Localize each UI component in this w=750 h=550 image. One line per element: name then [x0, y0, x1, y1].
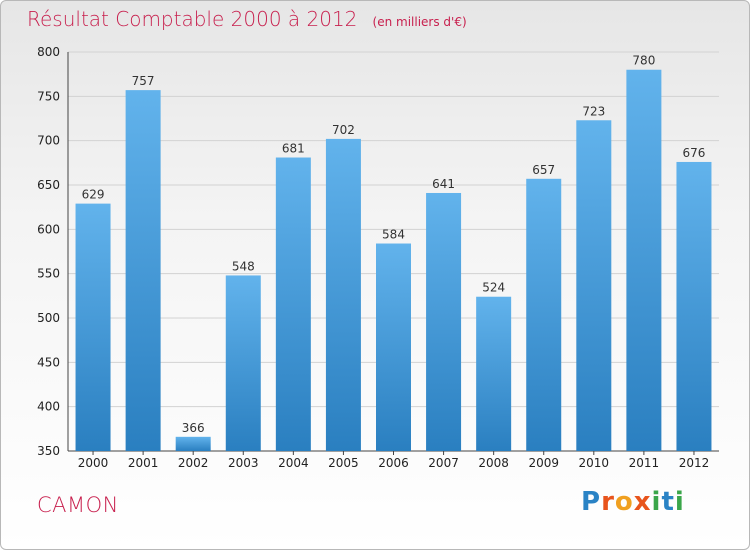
- value-label: 681: [282, 142, 305, 156]
- y-tick-label: 800: [37, 45, 60, 59]
- x-tick-label: 2009: [528, 456, 559, 470]
- bar: [75, 203, 111, 451]
- y-tick-label: 400: [37, 400, 60, 414]
- bar: [426, 192, 462, 452]
- value-label: 780: [632, 54, 655, 68]
- x-tick-label: 2006: [378, 456, 409, 470]
- value-label: 366: [182, 421, 205, 435]
- bar: [476, 296, 512, 451]
- y-tick-label: 450: [37, 355, 60, 369]
- x-tick-labels: 2000 2001 2002 2003 2004 2005 2006 2007 2008 2009…: [78, 456, 709, 470]
- bar: [225, 275, 261, 451]
- bar: [376, 243, 411, 451]
- bar: [125, 90, 161, 452]
- bar: [175, 436, 211, 451]
- value-label: 757: [132, 74, 155, 88]
- value-label: 629: [82, 188, 105, 202]
- x-tick-label: 2004: [278, 456, 309, 470]
- value-label: 641: [432, 177, 455, 191]
- chart-unit: (en milliers d'€): [372, 15, 467, 29]
- x-tick-label: 2002: [178, 456, 209, 470]
- x-tick-label: 2010: [579, 456, 610, 470]
- value-label: 548: [232, 259, 255, 273]
- value-label: 723: [582, 104, 605, 118]
- bar: [526, 178, 562, 451]
- y-tick-label: 600: [37, 222, 60, 236]
- value-label: 524: [482, 281, 505, 295]
- x-tick-label: 2011: [629, 456, 660, 470]
- x-tick-label: 2001: [128, 456, 159, 470]
- value-label: 657: [532, 163, 555, 177]
- proxiti-logo: Proxiti: [581, 487, 685, 517]
- chart-title-row: Résultat Comptable 2000 à 2012 (en milli…: [27, 7, 467, 31]
- value-label: 676: [683, 146, 706, 160]
- chart-title: Résultat Comptable 2000 à 2012: [27, 7, 358, 31]
- x-tick-label: 2000: [78, 456, 109, 470]
- value-labels: 629 757 366 548 681 702 584 641 524 657 723 780 676: [82, 54, 706, 435]
- bar: [676, 161, 712, 452]
- bar: [275, 157, 311, 451]
- x-tick-label: 2008: [478, 456, 509, 470]
- x-tick-label: 2005: [328, 456, 359, 470]
- y-tick-label: 500: [37, 311, 60, 325]
- city-name: CAMON: [37, 493, 119, 517]
- y-tick-label: 700: [37, 134, 60, 148]
- y-tick-label: 750: [37, 89, 60, 103]
- x-tick-label: 2012: [679, 456, 710, 470]
- y-tick-label: 650: [37, 178, 60, 192]
- x-tick-label: 2007: [428, 456, 459, 470]
- bar: [325, 138, 361, 452]
- value-label: 702: [332, 123, 355, 137]
- y-tick-label: 350: [37, 444, 60, 458]
- value-label: 584: [382, 228, 405, 242]
- y-tick-labels: 350 400 450 500 550 600 650 700 750 800: [37, 45, 60, 458]
- bar: [576, 120, 612, 452]
- y-tick-label: 550: [37, 267, 60, 281]
- bar: [626, 69, 662, 451]
- bars: [75, 69, 712, 452]
- x-tick-label: 2003: [228, 456, 259, 470]
